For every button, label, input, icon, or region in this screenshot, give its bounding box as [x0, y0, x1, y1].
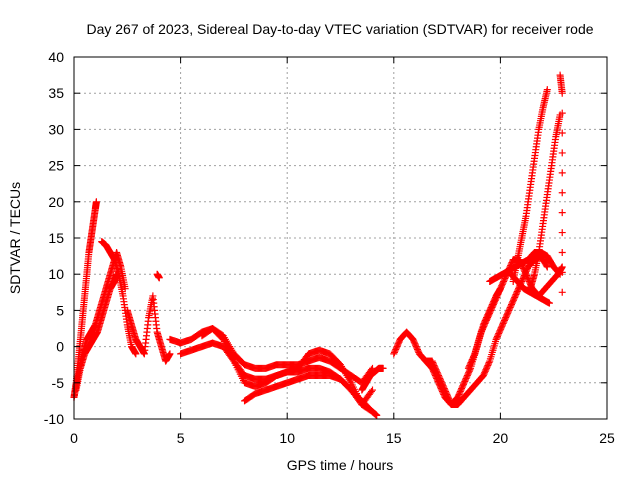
series-spike-left [509, 86, 551, 285]
data-point [558, 149, 566, 157]
y-tick-label: 15 [48, 230, 64, 246]
data-point [543, 262, 551, 270]
data-point [470, 351, 478, 359]
data-point [113, 270, 121, 278]
data-point [558, 209, 566, 217]
data-point [558, 288, 566, 296]
x-axis-label: GPS time / hours [287, 457, 394, 473]
data-point [545, 299, 553, 307]
series-early-spike [70, 198, 100, 401]
series-band-4 [241, 372, 381, 419]
data-point [543, 86, 551, 94]
data-point [558, 89, 566, 97]
data-point [558, 248, 566, 256]
data-point [558, 189, 566, 197]
chart-title: Day 267 of 2023, Sidereal Day-to-day VTE… [86, 21, 593, 37]
y-tick-label: 10 [48, 266, 64, 282]
x-tick-label: 10 [279, 430, 295, 446]
data-point [485, 359, 493, 367]
x-tick-label: 0 [70, 430, 78, 446]
y-tick-label: -5 [52, 375, 65, 391]
series-outlier [153, 270, 163, 282]
y-tick-label: 20 [48, 194, 64, 210]
y-tick-label: 40 [48, 49, 64, 65]
series-tail [556, 71, 566, 296]
series-mid-scatter [123, 292, 174, 365]
series-band-5 [358, 364, 387, 394]
data-point [558, 169, 566, 177]
series-recovery-1 [390, 285, 504, 409]
data-points [70, 71, 566, 419]
y-tick-label: 5 [56, 302, 64, 318]
y-tick-label: -10 [44, 411, 64, 427]
x-tick-label: 20 [493, 430, 509, 446]
series-early-rise-b [98, 238, 140, 358]
y-tick-label: 25 [48, 158, 64, 174]
series-late-dip [507, 270, 553, 307]
series-recovery-2 [422, 252, 551, 409]
y-tick-label: 30 [48, 121, 64, 137]
y-tick-label: 35 [48, 85, 64, 101]
series-early-rise-c [72, 270, 121, 394]
series-spike-right [526, 111, 564, 293]
x-axis-ticks: 0 5 10 15 20 25 [70, 57, 615, 446]
data-point [558, 129, 566, 137]
y-tick-label: 0 [56, 339, 64, 355]
data-point [379, 364, 387, 372]
data-point [558, 268, 566, 276]
data-point [373, 411, 381, 419]
data-point [166, 350, 174, 358]
data-point [558, 109, 566, 117]
data-point [155, 274, 163, 282]
data-point [132, 350, 140, 358]
y-axis-label: SDTVAR / TECUs [7, 182, 23, 294]
x-tick-label: 25 [599, 430, 615, 446]
data-point [368, 386, 376, 394]
data-point [543, 263, 551, 271]
data-point [367, 387, 375, 395]
y-axis-ticks: -10 -5 0 5 10 15 20 25 30 35 40 [44, 49, 607, 427]
data-point [92, 198, 100, 206]
x-tick-label: 5 [177, 430, 185, 446]
x-tick-label: 15 [386, 430, 402, 446]
data-point [558, 229, 566, 237]
